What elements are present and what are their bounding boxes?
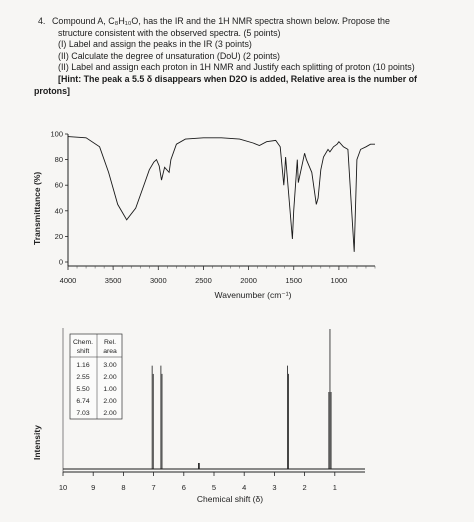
ir-y-tick-label: 40: [55, 206, 63, 215]
ir-y-tick-label: 20: [55, 232, 63, 241]
ir-y-label: Transmittance (%): [32, 172, 42, 245]
table-cell: 2.55: [76, 374, 89, 381]
nmr-x-tick-label: 10: [59, 483, 67, 492]
nmr-x-tick-label: 7: [152, 483, 156, 492]
nmr-x-tick-label: 3: [272, 483, 276, 492]
table-cell: 1.16: [76, 362, 89, 369]
table-cell: 7.03: [76, 410, 89, 417]
table-col1-header-2: shift: [77, 348, 90, 355]
ir-x-label: Wavenumber (cm⁻¹): [215, 290, 292, 300]
ir-y-tick-label: 0: [59, 258, 63, 267]
question-part-1: (I) Label and assign the peaks in the IR…: [58, 39, 252, 50]
table-cell: 5.50: [76, 386, 89, 393]
nmr-x-tick-label: 8: [121, 483, 125, 492]
question-hint: [Hint: The peak a 5.5 δ disappears when …: [38, 74, 458, 86]
ir-x-tick-label: 1000: [331, 276, 348, 285]
table-cell: 6.74: [76, 398, 89, 405]
hint-label: [Hint:: [58, 73, 82, 84]
ir-x-tick-label: 3000: [150, 276, 167, 285]
table-col2-header-2: area: [103, 348, 117, 355]
ir-x-tick-label: 4000: [60, 276, 77, 285]
table-cell: 1.00: [103, 386, 116, 393]
table-cell: 2.00: [103, 374, 116, 381]
nmr-x-ticks: 10 9 8 7 6 5 4 3 2 1: [59, 472, 337, 492]
nmr-x-tick-label: 9: [91, 483, 95, 492]
ir-x-tick-label: 1500: [285, 276, 302, 285]
question-part-3: (II) Label and assign each proton in 1H …: [58, 62, 415, 73]
table-cell: 2.00: [103, 398, 116, 405]
nmr-x-tick-label: 5: [212, 483, 216, 492]
ir-y-tick-label: 100: [50, 130, 63, 139]
table-col2-header-1: Rel.: [104, 339, 116, 346]
nmr-y-label: Intensity: [32, 425, 42, 460]
ir-y-ticks: 100 80 60 40 20 0: [50, 130, 68, 267]
ir-y-tick-label: 60: [55, 181, 63, 190]
ir-x-tick-label: 3500: [105, 276, 122, 285]
ir-x-tick-label: 2000: [240, 276, 257, 285]
question-part-2: (II) Calculate the degree of unsaturatio…: [58, 50, 280, 61]
table-border: [69, 333, 123, 420]
hint-text: The peak a 5.5 δ disappears when D2O is …: [81, 73, 418, 84]
question-line-1: 4. Compound A, C₈H₁₀O, has the IR and the…: [38, 16, 390, 26]
ir-chart: 100 80 60 40 20 0 4000 3500 3000 2500 2000 1500 100…: [32, 130, 376, 300]
ir-x-ticks: 4000 3500 3000 2500 2000 1500 1000: [60, 266, 376, 285]
nmr-chart: 10 9 8 7 6 5 4 3 2 1 Intensity Chemical shift (δ)…: [32, 328, 365, 504]
nmr-x-tick-label: 6: [182, 483, 186, 492]
question-block: 4. Compound A, C₈H₁₀O, has the IR and the…: [34, 16, 458, 97]
ir-spectrum-line: [67, 136, 375, 252]
nmr-peaks: [151, 329, 332, 469]
nmr-x-label: Chemical shift (δ): [197, 494, 263, 504]
question-hint-end: protons]: [34, 85, 70, 96]
table-cell: 2.00: [103, 410, 116, 417]
nmr-x-tick-label: 4: [242, 483, 246, 492]
question-number: 4.: [38, 16, 46, 26]
nmr-data-table: Chem. shift Rel. area 1.16 3.00 2.55 2.0…: [69, 333, 123, 420]
ir-y-tick-label: 80: [55, 155, 63, 164]
table-col1-header-1: Chem.: [73, 339, 93, 346]
question-line-2: structure consistent with the observed s…: [58, 27, 281, 38]
table-cell: 3.00: [103, 362, 116, 369]
nmr-x-tick-label: 2: [303, 483, 307, 492]
ir-x-tick-label: 2500: [195, 276, 212, 285]
nmr-x-tick-label: 1: [333, 483, 337, 492]
